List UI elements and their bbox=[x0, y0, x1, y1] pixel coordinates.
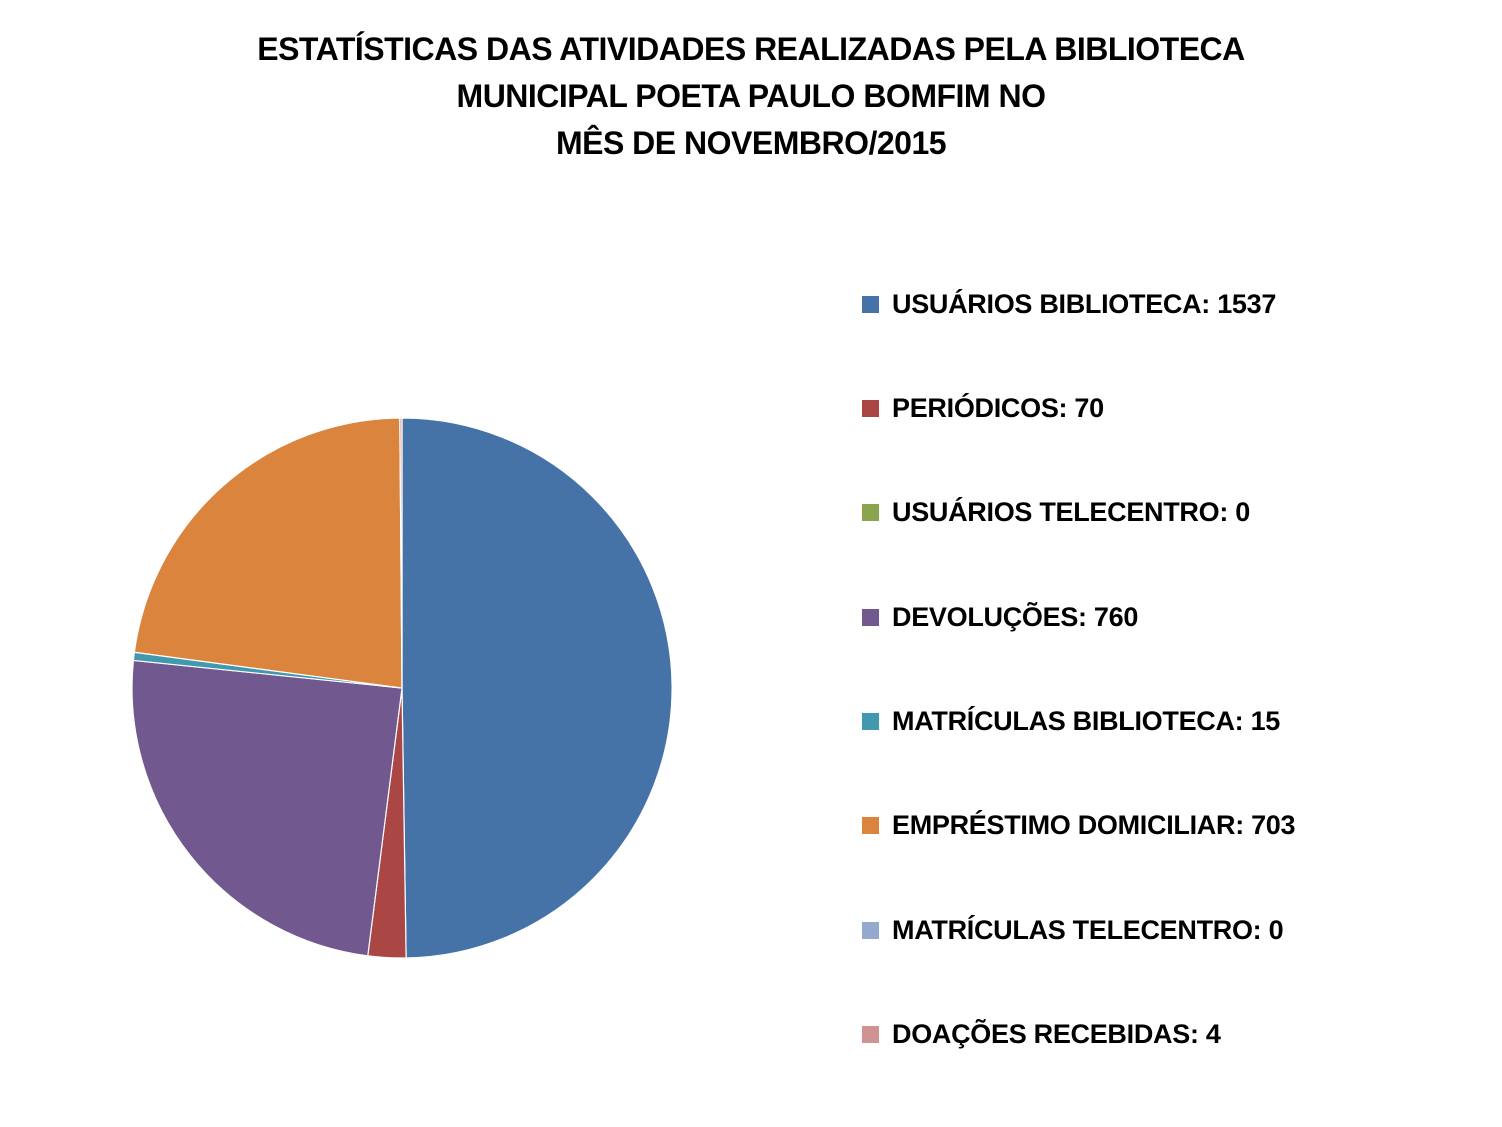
legend-item-3: USUÁRIOS TELECENTRO: 0 bbox=[862, 491, 1295, 535]
legend-label-4: DEVOLUÇÕES: 760 bbox=[892, 601, 1139, 632]
legend-label-8: DOAÇÕES RECEBIDAS: 4 bbox=[892, 1019, 1221, 1050]
pie-slice-1 bbox=[401, 417, 673, 959]
legend-item-8: DOAÇÕES RECEBIDAS: 4 bbox=[862, 1013, 1295, 1057]
legend-swatch-8 bbox=[862, 1026, 879, 1044]
legend-item-6: EMPRÉSTIMO DOMICILIAR: 703 bbox=[862, 804, 1296, 848]
legend-label-3: USUÁRIOS TELECENTRO: 0 bbox=[892, 497, 1250, 528]
chart-title: ESTATÍSTICAS DAS ATIVIDADES REALIZADAS P… bbox=[0, 26, 1502, 167]
legend-swatch-4 bbox=[862, 608, 879, 626]
chart-title-line-2: MUNICIPAL POETA PAULO BOMFIM NO bbox=[456, 78, 1046, 114]
chart-title-line-3: MÊS DE NOVEMBRO/2015 bbox=[555, 125, 947, 161]
legend-swatch-1 bbox=[862, 295, 879, 313]
pie-slice-6 bbox=[133, 417, 403, 689]
legend-swatch-7 bbox=[862, 921, 879, 939]
legend-swatch-3 bbox=[862, 504, 879, 522]
legend-swatch-6 bbox=[862, 817, 879, 835]
legend-swatch-5 bbox=[862, 713, 879, 731]
legend-item-5: MATRÍCULAS BIBLIOTECA: 15 bbox=[862, 700, 1295, 744]
legend-item-1: USUÁRIOS BIBLIOTECA: 1537 bbox=[862, 282, 1295, 326]
legend-label-7: MATRÍCULAS TELECENTRO: 0 bbox=[892, 914, 1284, 945]
legend-item-4: DEVOLUÇÕES: 760 bbox=[862, 595, 1295, 639]
legend-item-2: PERIÓDICOS: 70 bbox=[862, 386, 1295, 430]
legend-label-5: MATRÍCULAS BIBLIOTECA: 15 bbox=[892, 706, 1280, 737]
legend-label-2: PERIÓDICOS: 70 bbox=[892, 392, 1104, 423]
legend-item-7: MATRÍCULAS TELECENTRO: 0 bbox=[862, 908, 1295, 952]
pie-slice-4 bbox=[131, 659, 403, 957]
chart-title-line-1: ESTATÍSTICAS DAS ATIVIDADES REALIZADAS P… bbox=[257, 31, 1245, 67]
legend-label-6: EMPRÉSTIMO DOMICILIAR: 703 bbox=[892, 810, 1296, 841]
pie-slice-8 bbox=[399, 417, 403, 689]
legend-label-1: USUÁRIOS BIBLIOTECA: 1537 bbox=[892, 288, 1277, 319]
chart-legend: USUÁRIOS BIBLIOTECA: 1537 PERIÓDICOS: 70 U… bbox=[862, 282, 1296, 1117]
legend-swatch-2 bbox=[862, 399, 879, 417]
